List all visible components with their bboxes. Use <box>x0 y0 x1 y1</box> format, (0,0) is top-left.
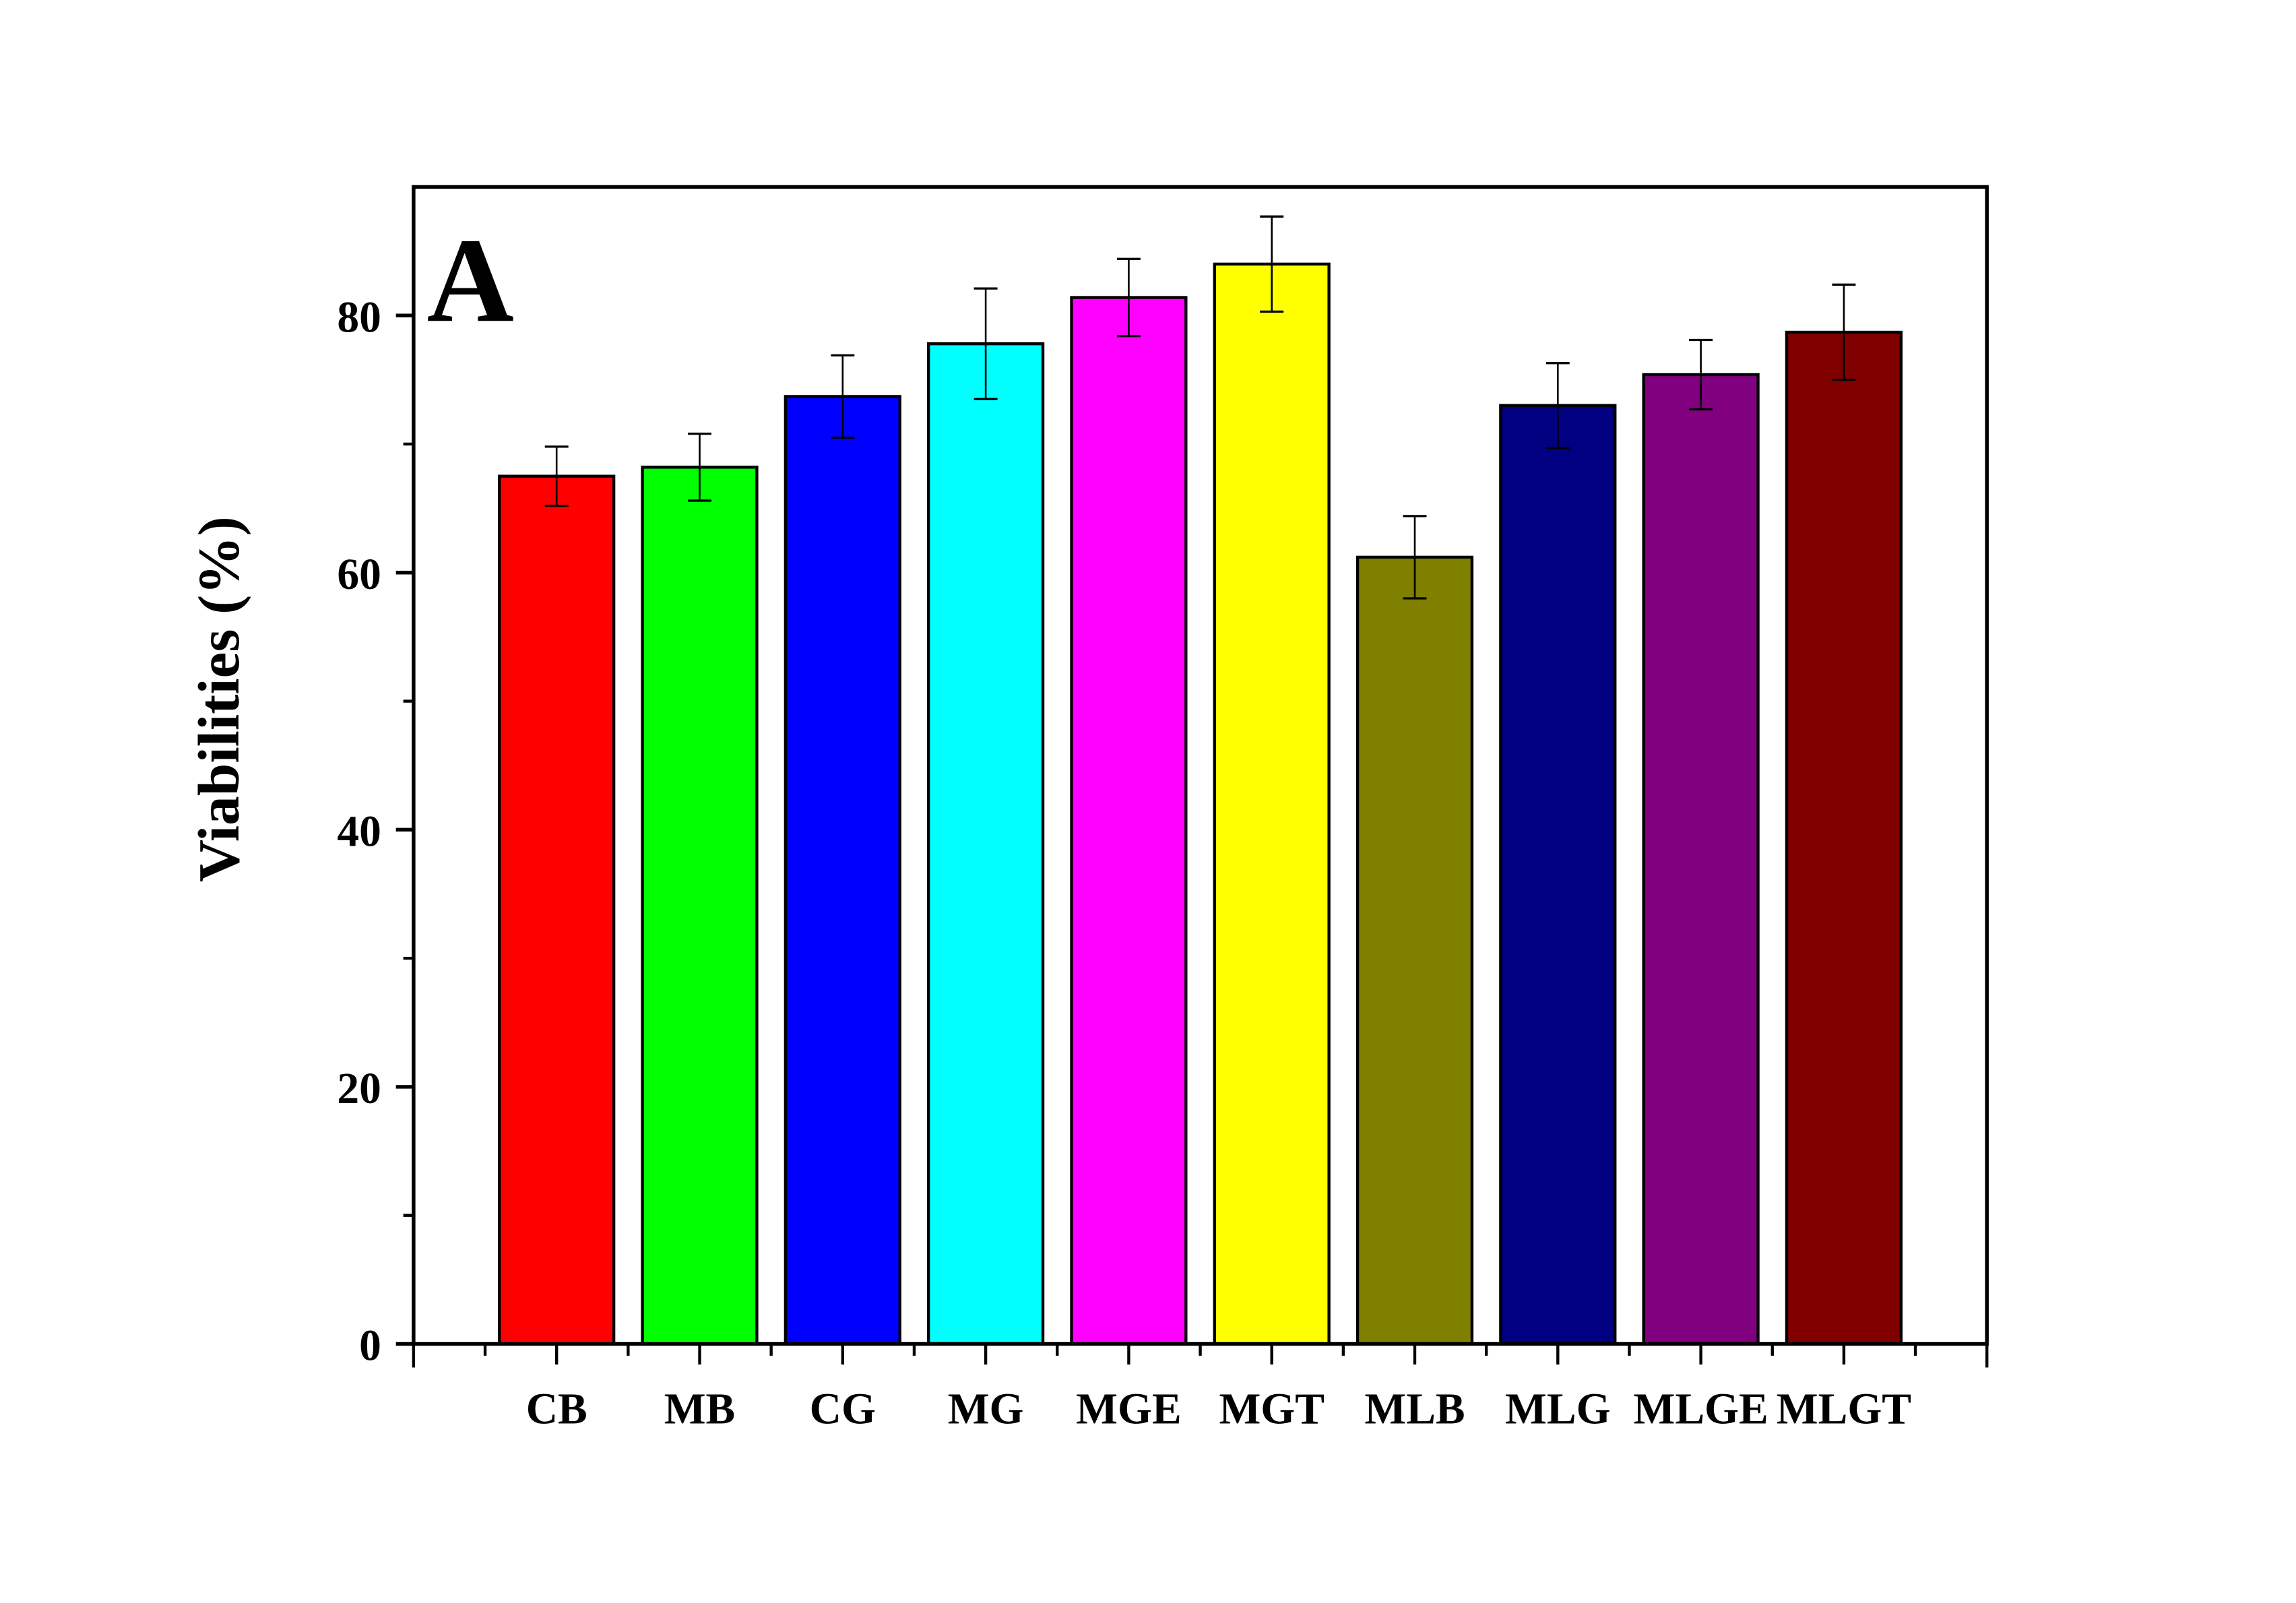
y-tick-label: 20 <box>337 1065 381 1113</box>
x-tick-label: MB <box>664 1385 736 1433</box>
panel-label: A <box>427 213 514 347</box>
bar-mgt <box>1213 262 1331 1346</box>
bar-cb <box>498 474 616 1346</box>
x-tick-label: CB <box>526 1385 587 1433</box>
plot-frame <box>412 185 1989 1346</box>
bar-mge <box>1070 296 1188 1346</box>
y-tick-label: 80 <box>337 293 381 342</box>
x-tick-label: MGT <box>1219 1385 1325 1433</box>
bars-group <box>498 215 1903 1346</box>
bar-cg <box>784 395 901 1346</box>
y-tick-label: 0 <box>359 1322 381 1371</box>
x-tick-label: MLGT <box>1777 1385 1911 1433</box>
bar-mlg <box>1499 404 1617 1346</box>
bar-mg <box>926 342 1045 1346</box>
bar-mlgt <box>1785 330 1903 1346</box>
bar-mlge <box>1642 373 1760 1346</box>
bar-mlb <box>1356 555 1474 1346</box>
x-tick-label: CG <box>810 1385 876 1433</box>
x-tick-label: MG <box>948 1385 1024 1433</box>
bar-mb <box>641 466 759 1346</box>
y-tick-label: 60 <box>337 551 381 599</box>
x-tick-label: MGE <box>1076 1385 1182 1433</box>
x-tick-label: MLB <box>1364 1385 1465 1433</box>
x-tick-label: MLGE <box>1634 1385 1768 1433</box>
x-tick-label: MLG <box>1505 1385 1611 1433</box>
axes-group: CB MB CG MG MGE MGT MLB MLG MLGE MLGT 0 20 40 60 80 <box>337 185 1989 1433</box>
y-axis-label: Viabilities (%) <box>186 516 251 882</box>
y-tick-label: 40 <box>337 807 381 856</box>
